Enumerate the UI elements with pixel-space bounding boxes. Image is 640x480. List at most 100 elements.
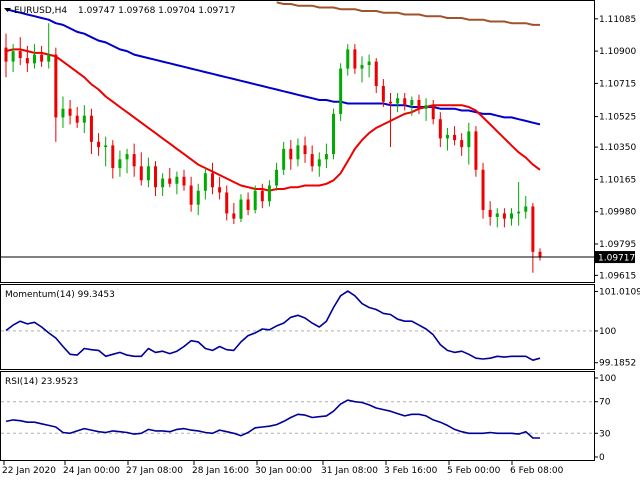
- y-axis-labels: 1.11085 1.10900 1.10715 1.10525 1.10350 1.101…: [594, 15, 640, 463]
- price-y-tick-label: 1.10900: [599, 47, 636, 57]
- candle: [25, 45, 29, 73]
- candle: [445, 127, 449, 151]
- candle: [104, 136, 108, 167]
- momentum-y-tick-label: 100: [599, 327, 616, 337]
- candle: [32, 44, 36, 69]
- candle: [89, 108, 93, 155]
- candle: [431, 99, 435, 125]
- candle: [182, 169, 186, 191]
- candle: [118, 150, 122, 177]
- indicator-level-lines: [1, 330, 594, 434]
- candle: [125, 148, 129, 174]
- candle: [388, 93, 392, 148]
- chart-symbol: EURUSD,H4: [14, 6, 67, 16]
- candle: [403, 93, 407, 111]
- candle: [267, 180, 271, 207]
- candle: [40, 45, 44, 67]
- momentum-y-tick-label: 99.1852: [599, 359, 636, 369]
- rsi-line: [5, 399, 540, 439]
- momentum-pane-frame: [0, 284, 595, 370]
- candle: [524, 195, 528, 219]
- rsi-y-tick-label: 70: [599, 398, 611, 408]
- candle: [360, 56, 364, 83]
- candle: [381, 79, 385, 107]
- candle: [438, 112, 442, 148]
- candle: [346, 44, 350, 76]
- candle: [424, 98, 428, 121]
- candle: [210, 162, 214, 195]
- candle: [203, 168, 207, 200]
- candle: [467, 122, 471, 165]
- x-tick-label: 3 Feb 16:00: [384, 466, 438, 476]
- price-y-tick-label: 1.10350: [599, 143, 636, 153]
- candle: [246, 192, 250, 216]
- candle: [189, 176, 193, 212]
- candle: [68, 99, 72, 125]
- candle: [296, 138, 300, 167]
- x-tick-label: 30 Jan 00:00: [255, 466, 312, 476]
- price-y-tick-label: 1.11085: [599, 15, 636, 25]
- candle: [374, 58, 378, 94]
- candle: [396, 93, 400, 113]
- x-tick-label: 24 Jan 00:00: [63, 466, 120, 476]
- candle: [260, 183, 264, 209]
- price-y-tick-label: 1.10165: [599, 175, 636, 185]
- momentum-series: [5, 290, 541, 362]
- candle: [75, 106, 79, 128]
- candle: [410, 96, 414, 116]
- price-y-tick-label: 1.10715: [599, 79, 636, 89]
- candle: [18, 37, 22, 66]
- candle: [97, 133, 101, 156]
- candle: [339, 63, 343, 121]
- candle: [111, 140, 115, 179]
- candle: [332, 108, 336, 160]
- price-y-tick-label: 1.10525: [599, 113, 636, 123]
- moving-averages: [5, 1, 541, 192]
- candle: [303, 136, 307, 163]
- momentum-title: Momentum(14) 99.3453: [5, 290, 115, 300]
- candle: [161, 173, 165, 196]
- rsi-series: [5, 399, 540, 439]
- candle: [502, 208, 506, 228]
- price-tag-label: 1.09717: [598, 254, 635, 264]
- x-tick-label: 28 Jan 16:00: [192, 466, 249, 476]
- chart-ohlc: 1.09747 1.09768 1.09704 1.09717: [78, 6, 235, 16]
- candle: [310, 145, 314, 172]
- price-y-tick-label: 1.09980: [599, 208, 636, 218]
- candle: [132, 143, 136, 177]
- price-y-tick-label: 1.09615: [599, 271, 636, 281]
- current-price-line: 1.09717: [1, 251, 635, 264]
- rsi-title: RSI(14) 23.9523: [5, 377, 78, 387]
- candle: [317, 152, 321, 177]
- candle: [218, 176, 222, 200]
- ma-fast-line: [5, 48, 541, 192]
- candle: [139, 152, 143, 186]
- candle: [54, 47, 58, 142]
- candle: [175, 171, 179, 195]
- candle: [460, 133, 464, 156]
- candle: [196, 183, 200, 216]
- candle: [367, 54, 371, 78]
- price-y-tick-label: 1.09795: [599, 240, 636, 250]
- rsi-y-tick-label: 100: [599, 374, 616, 384]
- candle: [82, 105, 86, 134]
- ma-mid-line: [5, 8, 541, 126]
- momentum-y-tick-label: 101.0109: [599, 287, 640, 297]
- x-axis-labels: 22 Jan 2020 24 Jan 00:00 27 Jan 08:00 28 Ja…: [2, 461, 564, 476]
- x-tick-label: 27 Jan 08:00: [126, 466, 183, 476]
- x-tick-label: 22 Jan 2020: [2, 466, 56, 476]
- price-tag: [595, 251, 635, 264]
- candle: [289, 140, 293, 170]
- candle: [146, 157, 150, 188]
- symbol-dropdown-icon[interactable]: [4, 8, 11, 12]
- candle: [11, 44, 15, 73]
- candle: [517, 182, 521, 226]
- candle: [239, 194, 243, 223]
- candle: [495, 208, 499, 228]
- candle: [510, 208, 514, 226]
- rsi-y-tick-label: 0: [599, 453, 605, 463]
- candle: [168, 168, 172, 188]
- candle: [61, 96, 65, 128]
- candle: [47, 23, 51, 69]
